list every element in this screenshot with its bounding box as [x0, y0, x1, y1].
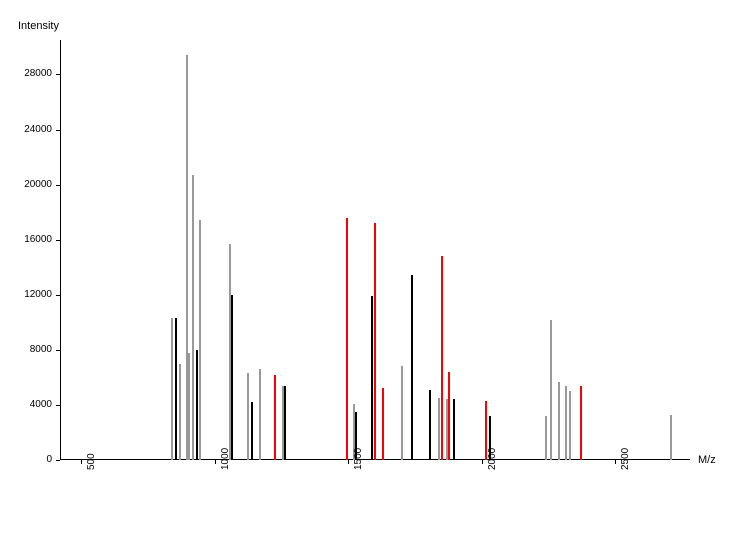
spectrum-peak	[411, 275, 413, 460]
spectrum-peak	[545, 416, 547, 460]
spectrum-peak	[565, 386, 567, 460]
y-tick	[56, 74, 60, 75]
y-tick	[56, 405, 60, 406]
x-tick-label: 1000	[220, 448, 231, 470]
spectrum-peak	[569, 391, 571, 460]
y-tick-label: 4000	[0, 399, 52, 410]
spectrum-peak	[175, 318, 177, 460]
spectrum-peak	[231, 295, 233, 460]
spectrum-peak	[192, 175, 194, 460]
spectrum-peak	[453, 399, 455, 460]
y-axis-line	[60, 40, 61, 460]
spectrum-peak	[580, 386, 582, 460]
x-tick	[615, 460, 616, 464]
spectrum-peak	[251, 402, 253, 460]
y-tick-label: 0	[0, 454, 52, 465]
y-tick	[56, 350, 60, 351]
y-tick	[56, 130, 60, 131]
x-tick-label: 2000	[487, 448, 498, 470]
x-tick	[215, 460, 216, 464]
spectrum-peak	[441, 256, 443, 460]
spectrum-peak	[274, 375, 276, 460]
x-tick	[81, 460, 82, 464]
spectrum-peak	[382, 388, 384, 460]
spectrum-peak	[188, 353, 190, 460]
chart-container: Intensity M/z 0 4000 8000 12000 16000 20000 24…	[0, 0, 750, 540]
spectrum-peak	[550, 320, 552, 460]
y-tick	[56, 460, 60, 461]
y-axis-title: Intensity	[18, 20, 59, 32]
spectrum-peak	[429, 390, 431, 460]
spectrum-peak	[346, 218, 348, 460]
x-tick	[348, 460, 349, 464]
y-tick-label: 12000	[0, 289, 52, 300]
spectrum-peak	[448, 372, 450, 460]
spectrum-peak	[259, 369, 261, 460]
y-tick-label: 28000	[0, 68, 52, 79]
spectrum-peak	[284, 386, 286, 460]
y-tick-label: 16000	[0, 234, 52, 245]
y-tick	[56, 240, 60, 241]
x-tick-label: 2500	[620, 448, 631, 470]
y-tick-label: 20000	[0, 179, 52, 190]
x-tick-label: 500	[86, 453, 97, 470]
x-axis-title: M/z	[698, 454, 716, 466]
y-tick	[56, 295, 60, 296]
spectrum-peak	[247, 373, 249, 460]
plot-area	[60, 40, 690, 460]
y-tick-label: 24000	[0, 124, 52, 135]
x-tick	[482, 460, 483, 464]
spectrum-peak	[401, 366, 403, 460]
spectrum-peak	[670, 415, 672, 460]
spectrum-peak	[199, 220, 201, 460]
y-tick-label: 8000	[0, 344, 52, 355]
spectrum-peak	[558, 382, 560, 460]
spectrum-peak	[374, 223, 376, 460]
spectrum-peak	[171, 318, 173, 460]
spectrum-peak	[179, 364, 181, 460]
y-tick	[56, 185, 60, 186]
x-tick-label: 1500	[353, 448, 364, 470]
spectrum-peak	[438, 398, 440, 460]
